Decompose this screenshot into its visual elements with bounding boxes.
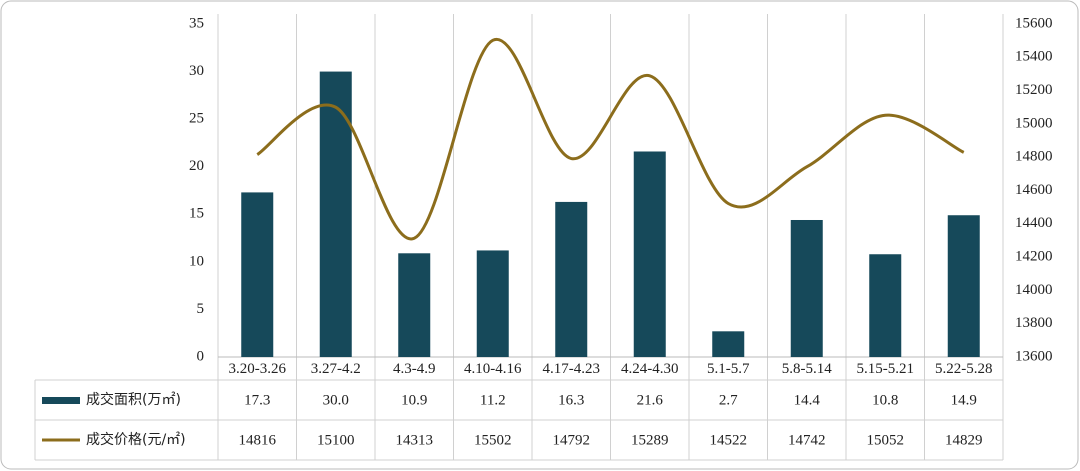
table-cell: 15289 [631,432,669,448]
bar [555,201,588,357]
x-tick-label: 3.20-3.26 [229,361,287,377]
y2-tick-label: 15000 [1015,115,1053,131]
table-cell: 14792 [553,432,591,448]
y2-tick-label: 14400 [1015,215,1053,231]
x-tick-label: 4.10-4.16 [464,361,522,377]
y-tick-label: 25 [189,111,204,127]
y2-tick-label: 14000 [1015,282,1053,298]
table-cell: 14829 [945,432,983,448]
line [256,38,965,241]
table-cell: 14816 [239,432,277,448]
y-tick-label: 15 [189,206,204,222]
table-cell: 30.0 [323,392,349,408]
bar [476,250,509,357]
bar [790,219,823,357]
y2-tick-label: 14200 [1015,249,1053,265]
x-tick-label: 5.8-5.14 [782,361,832,377]
y-tick-label: 35 [189,15,204,31]
table-cell: 11.2 [480,392,506,408]
y-tick-label: 20 [189,158,204,174]
legend-swatch [42,397,80,404]
y2-tick-label: 13800 [1015,315,1053,331]
x-tick-label: 4.17-4.23 [543,361,601,377]
bar [947,215,980,357]
bar [241,192,274,357]
x-tick-label: 5.1-5.7 [707,361,750,377]
table-cell: 2.7 [719,392,738,408]
y2-tick-label: 14800 [1015,149,1053,165]
y2-tick-label: 15600 [1015,15,1053,31]
y-tick-label: 10 [189,253,204,269]
table-cell: 17.3 [244,392,270,408]
y2-tick-label: 15200 [1015,82,1053,98]
legend-label: 成交面积(万㎡) [86,391,181,408]
x-tick-label: 5.15-5.21 [857,361,915,377]
table-cell: 10.8 [872,392,898,408]
table-cell: 15100 [317,432,355,448]
x-tick-label: 4.3-4.9 [393,361,436,377]
bar [712,331,745,357]
table-cell: 10.9 [401,392,427,408]
y2-tick-label: 14600 [1015,182,1053,198]
y2-tick-label: 15400 [1015,49,1053,65]
x-tick-label: 5.22-5.28 [935,361,993,377]
bar [633,151,666,357]
bar [869,254,902,357]
x-tick-label: 4.24-4.30 [621,361,679,377]
table-cell: 15502 [474,432,512,448]
legend-label: 成交价格(元/㎡) [86,431,186,448]
table-cell: 14.9 [951,392,977,408]
y-tick-label: 0 [197,348,205,364]
table-cell: 21.6 [637,392,664,408]
bar [319,71,352,358]
table-cell: 16.3 [558,392,584,408]
y-tick-label: 5 [197,301,205,317]
y-tick-label: 30 [189,63,204,79]
table-cell: 14522 [710,432,748,448]
table-cell: 14742 [788,432,826,448]
x-tick-label: 3.27-4.2 [311,361,361,377]
table-cell: 14.4 [794,392,821,408]
table-cell: 14313 [396,432,434,448]
table-cell: 15052 [867,432,905,448]
bar [398,253,431,357]
y2-tick-label: 13600 [1015,348,1053,364]
